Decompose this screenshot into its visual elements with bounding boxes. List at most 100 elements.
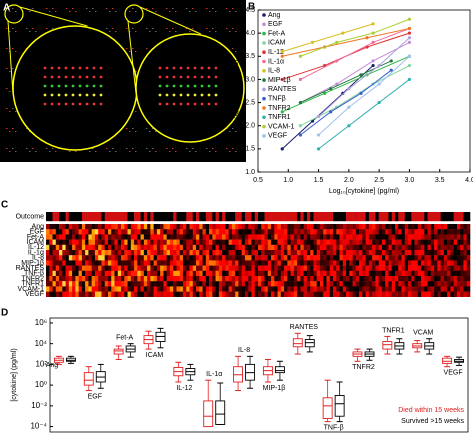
heatmap-cell bbox=[388, 239, 393, 245]
heatmap-cell bbox=[235, 255, 239, 261]
heatmap-cell bbox=[78, 255, 83, 261]
heatmap-cell bbox=[316, 250, 321, 256]
heatmap-cell bbox=[443, 212, 448, 222]
heatmap-cell bbox=[196, 244, 200, 251]
spot bbox=[206, 28, 208, 29]
heatmap-cell bbox=[411, 281, 415, 287]
heatmap-cell bbox=[391, 286, 396, 292]
heatmap-cell bbox=[166, 234, 171, 240]
heatmap-cell bbox=[440, 286, 445, 292]
heatmap-cell bbox=[212, 229, 216, 235]
heatmap-cell bbox=[284, 255, 288, 261]
heatmap-cell bbox=[130, 265, 135, 271]
heatmap-cell bbox=[355, 224, 360, 230]
heatmap-cell bbox=[463, 260, 468, 266]
heatmap-cell bbox=[359, 260, 363, 266]
data-point bbox=[347, 124, 351, 128]
heatmap-cell bbox=[424, 260, 428, 266]
heatmap-cell bbox=[329, 270, 334, 277]
spot bbox=[235, 131, 237, 132]
spot bbox=[69, 11, 71, 12]
heatmap-cell bbox=[306, 239, 311, 245]
heatmap-cell bbox=[225, 265, 229, 271]
spot bbox=[92, 148, 94, 149]
heatmap-cell bbox=[287, 255, 291, 261]
heatmap-cell bbox=[46, 239, 50, 245]
heatmap-cell bbox=[212, 212, 216, 222]
heatmap-cell bbox=[104, 244, 109, 251]
heatmap-cell bbox=[68, 255, 73, 261]
legend-swatch bbox=[262, 134, 266, 138]
box bbox=[304, 339, 315, 348]
heatmap-cell bbox=[362, 229, 366, 235]
heatmap-cell bbox=[381, 255, 386, 261]
heatmap-cell bbox=[49, 291, 53, 297]
heatmap-cell bbox=[408, 250, 412, 256]
heatmap-cell bbox=[52, 276, 57, 282]
heatmap-cell bbox=[160, 244, 164, 251]
heatmap-cell bbox=[339, 281, 344, 287]
heatmap-cell bbox=[166, 239, 171, 245]
heatmap-cell bbox=[104, 270, 109, 277]
heatmap-cell bbox=[127, 260, 132, 266]
data-point bbox=[377, 82, 381, 86]
heatmap-cell bbox=[121, 281, 125, 287]
heatmap-cell bbox=[78, 250, 83, 256]
spot bbox=[9, 151, 11, 152]
heatmap-cell bbox=[52, 286, 57, 292]
heatmap-cell bbox=[205, 265, 210, 271]
heatmap-cell bbox=[258, 260, 262, 266]
spot bbox=[29, 11, 31, 12]
heatmap-cell bbox=[209, 291, 213, 297]
heatmap-cell bbox=[62, 276, 66, 282]
heatmap-cell bbox=[72, 270, 76, 277]
heatmap-cell bbox=[372, 234, 376, 240]
heatmap-cell bbox=[404, 250, 409, 256]
spot bbox=[50, 84, 54, 88]
heatmap-cell bbox=[202, 234, 207, 240]
heatmap-cell bbox=[231, 229, 236, 235]
heatmap-cell bbox=[352, 250, 357, 256]
heatmap-cell bbox=[137, 255, 141, 261]
heatmap-cell bbox=[225, 250, 229, 256]
heatmap-cell bbox=[212, 265, 216, 271]
heatmap-cell bbox=[202, 239, 207, 245]
heatmap-cell bbox=[150, 286, 154, 292]
heatmap-cell bbox=[169, 270, 174, 277]
heatmap-cell bbox=[196, 286, 200, 292]
heatmap-cell bbox=[235, 276, 239, 282]
heatmap-cell bbox=[78, 286, 83, 292]
heatmap-cell bbox=[91, 270, 96, 277]
heatmap-cell bbox=[434, 250, 438, 256]
spot bbox=[135, 11, 137, 12]
row-label: ICAM bbox=[27, 239, 45, 246]
heatmap-cell bbox=[238, 270, 242, 277]
heatmap-cell bbox=[316, 260, 321, 266]
heatmap-cell bbox=[192, 265, 197, 271]
heatmap-cell bbox=[153, 265, 158, 271]
heatmap-cell bbox=[430, 255, 435, 261]
heatmap-cell bbox=[326, 281, 331, 287]
heatmap-cell bbox=[254, 291, 259, 297]
heatmap-cell bbox=[394, 224, 399, 230]
heatmap-cell bbox=[385, 276, 389, 282]
spot bbox=[129, 151, 131, 152]
spot bbox=[207, 75, 211, 79]
heatmap-cell bbox=[313, 270, 318, 277]
heatmap-cell bbox=[466, 239, 471, 245]
heatmap-cell bbox=[104, 265, 109, 271]
heatmap-cell bbox=[101, 276, 106, 282]
heatmap-cell bbox=[346, 239, 350, 245]
heatmap-cell bbox=[62, 291, 66, 297]
spot bbox=[155, 31, 157, 32]
heatmap-cell bbox=[59, 276, 63, 282]
heatmap-cell bbox=[391, 229, 396, 235]
spot bbox=[99, 93, 103, 97]
heatmap-cell bbox=[440, 270, 445, 277]
heatmap-cell bbox=[150, 224, 154, 230]
heatmap-cell bbox=[375, 276, 379, 282]
heatmap-cell bbox=[254, 286, 259, 292]
heatmap-cell bbox=[228, 286, 233, 292]
heatmap-cell bbox=[424, 255, 428, 261]
heatmap-cell bbox=[388, 244, 393, 251]
